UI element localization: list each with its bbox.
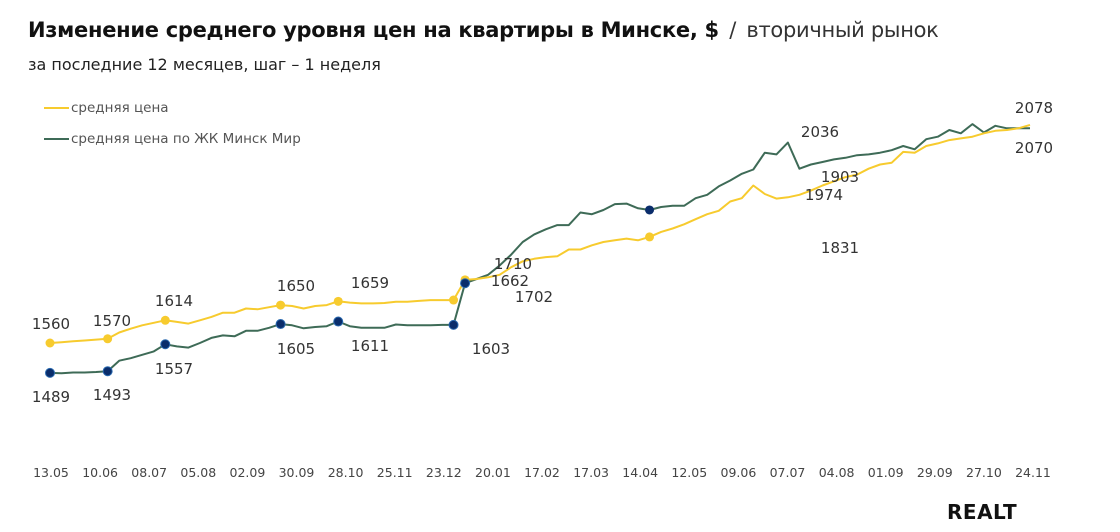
data-label: 1611	[351, 337, 389, 355]
data-point-minsk-mir	[160, 339, 171, 350]
legend-label: средняя цена по ЖК Минск Мир	[71, 131, 301, 147]
data-label: 1493	[93, 386, 131, 404]
x-tick-label: 09.06	[721, 465, 757, 480]
legend-item-average: средняя цена	[44, 98, 301, 118]
data-label: 2036	[801, 123, 839, 141]
x-tick-label: 04.08	[819, 465, 855, 480]
data-label: 1903	[821, 168, 859, 186]
x-tick-label: 10.06	[82, 465, 118, 480]
x-tick-label: 27.10	[966, 465, 1002, 480]
data-point-minsk-mir	[275, 319, 286, 330]
x-tick-label: 14.04	[622, 465, 658, 480]
x-tick-label: 20.01	[475, 465, 511, 480]
data-label: 1710	[494, 255, 532, 273]
x-tick-label: 13.05	[33, 465, 69, 480]
chart-title: Изменение среднего уровня цен на квартир…	[28, 18, 939, 42]
x-tick-label: 05.08	[180, 465, 216, 480]
data-point-average	[160, 315, 170, 325]
data-point-average	[276, 300, 286, 310]
realt-logo: REALT	[947, 500, 1018, 524]
data-label-extra: 1831	[821, 239, 859, 257]
x-tick-label: 07.07	[770, 465, 806, 480]
x-tick-label: 23.12	[426, 465, 462, 480]
data-label: 1560	[32, 315, 70, 333]
data-point-minsk-mir	[333, 316, 344, 327]
data-point-average	[449, 295, 459, 305]
x-tick-label: 12.05	[671, 465, 707, 480]
data-point-minsk-mir	[645, 205, 655, 215]
x-tick-label: 28.10	[328, 465, 364, 480]
x-tick-label: 17.03	[573, 465, 609, 480]
chart-title-suffix: вторичный рынок	[746, 18, 939, 42]
legend: средняя цена средняя цена по ЖК Минск Ми…	[44, 98, 301, 160]
data-label: 1605	[277, 340, 315, 358]
data-label: 2070	[1015, 139, 1053, 157]
data-label: 1614	[155, 292, 193, 310]
data-point-minsk-mir	[102, 366, 113, 377]
series-line-minsk-mir	[49, 123, 1030, 375]
data-point-minsk-mir	[448, 319, 459, 330]
x-tick-label: 29.09	[917, 465, 953, 480]
series-line-average	[49, 123, 1031, 344]
x-tick-label: 08.07	[131, 465, 167, 480]
x-tick-label: 24.11	[1015, 465, 1051, 480]
data-point-minsk-mir	[45, 367, 55, 378]
x-tick-label: 01.09	[868, 465, 904, 480]
data-label: 1974	[805, 186, 843, 204]
legend-item-minsk-mir: средняя цена по ЖК Минск Мир	[44, 129, 301, 149]
x-tick-label: 30.09	[279, 465, 315, 480]
data-label: 1702	[515, 288, 553, 306]
data-point-average	[333, 296, 343, 306]
data-label: 1603	[472, 340, 510, 358]
data-label: 1659	[351, 274, 389, 292]
legend-swatch-green	[44, 138, 69, 140]
data-label: 1557	[155, 360, 193, 378]
x-tick-label: 25.11	[377, 465, 413, 480]
data-label: 1570	[93, 312, 131, 330]
x-tick-label: 02.09	[230, 465, 266, 480]
legend-label: средняя цена	[71, 100, 169, 116]
chart-subtitle: за последние 12 месяцев, шаг – 1 неделя	[28, 55, 381, 74]
chart-title-separator: /	[729, 18, 737, 42]
data-label: 1489	[32, 388, 70, 406]
data-point-minsk-mir	[460, 278, 471, 289]
data-point-average	[45, 338, 55, 348]
data-point-average	[103, 334, 113, 344]
data-point-average	[645, 232, 655, 242]
data-label: 1650	[277, 277, 315, 295]
x-tick-label: 17.02	[524, 465, 560, 480]
data-label: 1662	[491, 272, 529, 290]
legend-swatch-yellow	[44, 107, 69, 109]
chart-title-main: Изменение среднего уровня цен на квартир…	[28, 18, 719, 42]
data-label: 2078	[1015, 99, 1053, 117]
